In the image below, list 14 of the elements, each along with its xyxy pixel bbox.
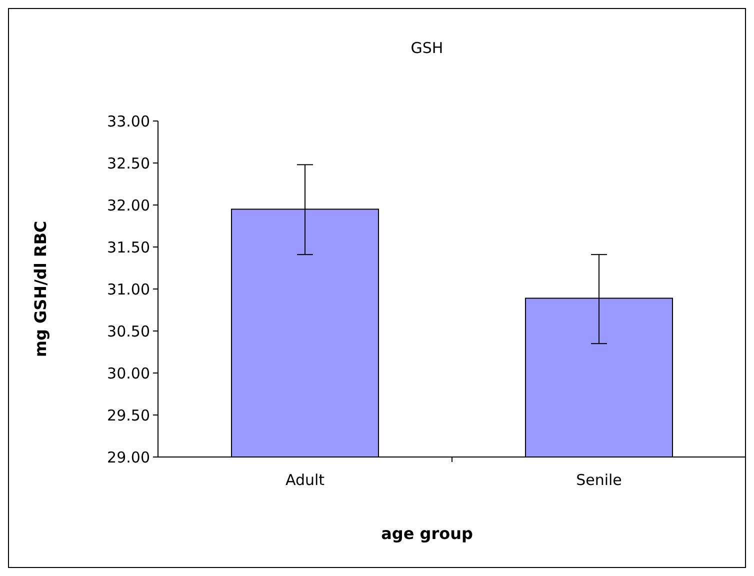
y-tick-label: 33.00 — [107, 112, 150, 130]
chart-title: GSH — [410, 39, 444, 57]
y-tick-label: 31.50 — [107, 238, 150, 256]
y-tick-label: 32.50 — [107, 154, 150, 172]
x-tick-label: Senile — [576, 471, 622, 489]
y-tick-label: 31.00 — [107, 280, 150, 298]
y-axis-title: mg GSH/dl RBC — [31, 220, 50, 358]
y-tick-label: 30.00 — [107, 364, 150, 382]
y-tick-label: 32.00 — [107, 196, 150, 214]
y-tick-label: 30.50 — [107, 322, 150, 340]
y-tick-label: 29.50 — [107, 406, 150, 424]
x-axis-title: age group — [381, 524, 473, 543]
x-tick-label: Adult — [285, 471, 325, 489]
y-tick-label: 29.00 — [107, 448, 150, 466]
